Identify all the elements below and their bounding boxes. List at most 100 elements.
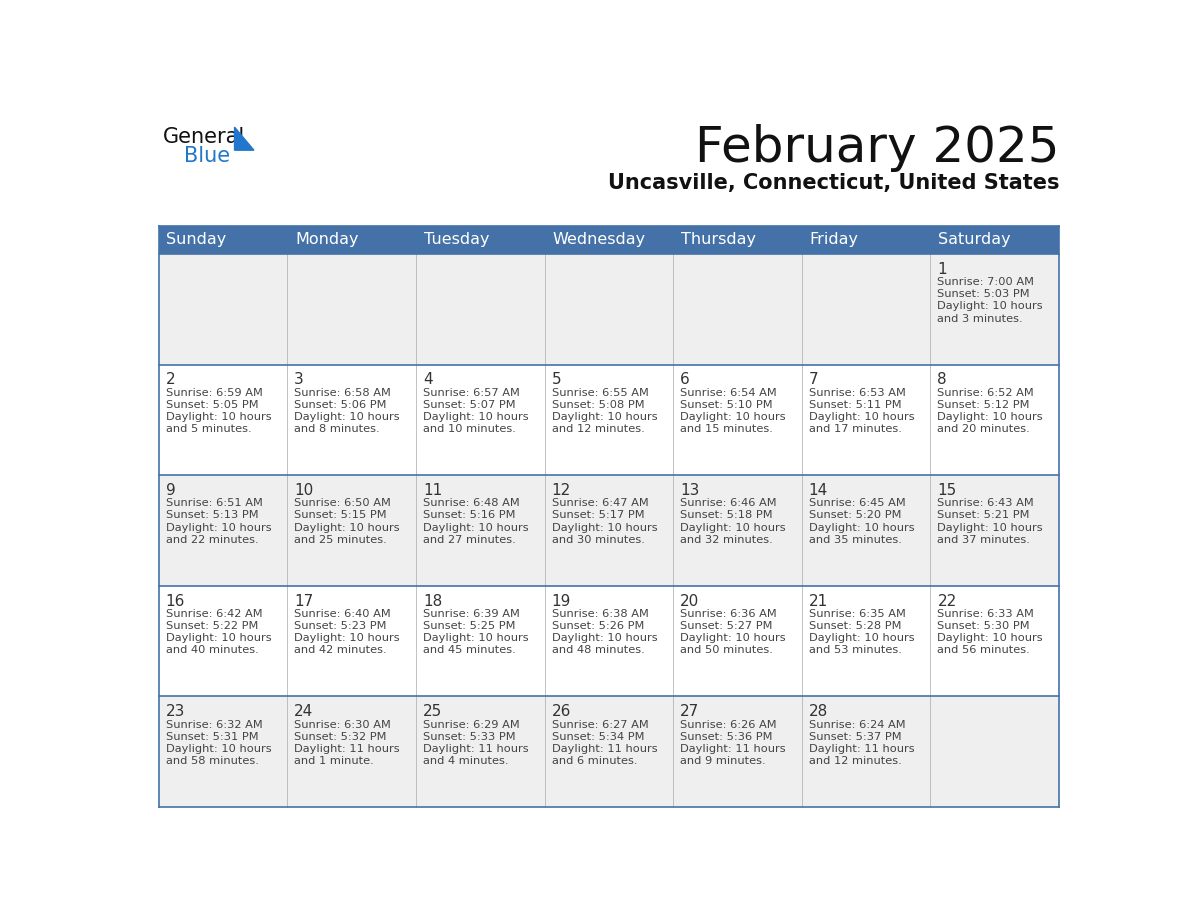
Text: 27: 27 xyxy=(681,704,700,719)
Text: Daylight: 10 hours: Daylight: 10 hours xyxy=(423,633,529,644)
Text: 24: 24 xyxy=(295,704,314,719)
Text: Sunrise: 6:24 AM: Sunrise: 6:24 AM xyxy=(809,720,905,730)
Text: Sunrise: 6:32 AM: Sunrise: 6:32 AM xyxy=(165,720,263,730)
Text: Daylight: 10 hours: Daylight: 10 hours xyxy=(551,633,657,644)
Text: and 12 minutes.: and 12 minutes. xyxy=(809,756,902,766)
Text: Sunset: 5:33 PM: Sunset: 5:33 PM xyxy=(423,732,516,742)
Text: and 4 minutes.: and 4 minutes. xyxy=(423,756,508,766)
Text: Sunset: 5:05 PM: Sunset: 5:05 PM xyxy=(165,400,258,410)
Text: Daylight: 10 hours: Daylight: 10 hours xyxy=(295,412,400,422)
Bar xyxy=(158,586,1060,697)
Text: Sunset: 5:25 PM: Sunset: 5:25 PM xyxy=(423,621,516,631)
Text: Daylight: 10 hours: Daylight: 10 hours xyxy=(937,301,1043,311)
Text: 26: 26 xyxy=(551,704,571,719)
Text: Sunrise: 6:38 AM: Sunrise: 6:38 AM xyxy=(551,609,649,619)
Text: and 48 minutes.: and 48 minutes. xyxy=(551,645,644,655)
Text: 3: 3 xyxy=(295,373,304,387)
Text: Sunday: Sunday xyxy=(166,232,227,248)
Text: Sunset: 5:08 PM: Sunset: 5:08 PM xyxy=(551,400,644,410)
Text: and 27 minutes.: and 27 minutes. xyxy=(423,534,516,544)
Text: and 35 minutes.: and 35 minutes. xyxy=(809,534,902,544)
Text: Sunrise: 6:53 AM: Sunrise: 6:53 AM xyxy=(809,387,905,397)
Text: Sunset: 5:31 PM: Sunset: 5:31 PM xyxy=(165,732,258,742)
Text: 23: 23 xyxy=(165,704,185,719)
Text: and 32 minutes.: and 32 minutes. xyxy=(681,534,773,544)
Text: 15: 15 xyxy=(937,483,956,498)
Text: Sunrise: 6:52 AM: Sunrise: 6:52 AM xyxy=(937,387,1035,397)
Text: 21: 21 xyxy=(809,594,828,609)
Text: 8: 8 xyxy=(937,373,947,387)
Text: Tuesday: Tuesday xyxy=(424,232,489,248)
Text: Sunrise: 6:46 AM: Sunrise: 6:46 AM xyxy=(681,498,777,509)
Text: and 17 minutes.: and 17 minutes. xyxy=(809,424,902,434)
Text: Daylight: 10 hours: Daylight: 10 hours xyxy=(809,522,915,532)
Text: and 22 minutes.: and 22 minutes. xyxy=(165,534,258,544)
Text: and 58 minutes.: and 58 minutes. xyxy=(165,756,259,766)
Text: Daylight: 10 hours: Daylight: 10 hours xyxy=(165,633,271,644)
Text: and 1 minute.: and 1 minute. xyxy=(295,756,374,766)
Text: Saturday: Saturday xyxy=(939,232,1011,248)
Text: Sunset: 5:21 PM: Sunset: 5:21 PM xyxy=(937,510,1030,521)
Text: Daylight: 10 hours: Daylight: 10 hours xyxy=(937,522,1043,532)
Text: and 12 minutes.: and 12 minutes. xyxy=(551,424,644,434)
Text: 13: 13 xyxy=(681,483,700,498)
Text: Sunrise: 6:42 AM: Sunrise: 6:42 AM xyxy=(165,609,263,619)
Text: Sunset: 5:12 PM: Sunset: 5:12 PM xyxy=(937,400,1030,410)
Text: Daylight: 10 hours: Daylight: 10 hours xyxy=(295,522,400,532)
Text: Sunrise: 6:33 AM: Sunrise: 6:33 AM xyxy=(937,609,1035,619)
Text: General: General xyxy=(163,127,245,147)
Text: Sunset: 5:03 PM: Sunset: 5:03 PM xyxy=(937,289,1030,299)
Text: Sunrise: 7:00 AM: Sunrise: 7:00 AM xyxy=(937,277,1035,287)
Text: Sunset: 5:15 PM: Sunset: 5:15 PM xyxy=(295,510,387,521)
Text: Daylight: 10 hours: Daylight: 10 hours xyxy=(165,744,271,754)
Text: Sunset: 5:17 PM: Sunset: 5:17 PM xyxy=(551,510,644,521)
Text: Sunrise: 6:26 AM: Sunrise: 6:26 AM xyxy=(681,720,777,730)
Text: Sunset: 5:13 PM: Sunset: 5:13 PM xyxy=(165,510,258,521)
Text: and 30 minutes.: and 30 minutes. xyxy=(551,534,644,544)
Text: Sunset: 5:23 PM: Sunset: 5:23 PM xyxy=(295,621,387,631)
Text: and 10 minutes.: and 10 minutes. xyxy=(423,424,516,434)
Text: Daylight: 11 hours: Daylight: 11 hours xyxy=(295,744,400,754)
Text: Sunset: 5:10 PM: Sunset: 5:10 PM xyxy=(681,400,772,410)
Text: and 8 minutes.: and 8 minutes. xyxy=(295,424,380,434)
Text: 12: 12 xyxy=(551,483,570,498)
Text: and 53 minutes.: and 53 minutes. xyxy=(809,645,902,655)
Text: and 9 minutes.: and 9 minutes. xyxy=(681,756,766,766)
Text: Daylight: 10 hours: Daylight: 10 hours xyxy=(809,412,915,422)
Text: 5: 5 xyxy=(551,373,561,387)
Text: 17: 17 xyxy=(295,594,314,609)
Text: 28: 28 xyxy=(809,704,828,719)
Text: Daylight: 10 hours: Daylight: 10 hours xyxy=(423,412,529,422)
Text: Sunrise: 6:29 AM: Sunrise: 6:29 AM xyxy=(423,720,519,730)
Text: and 42 minutes.: and 42 minutes. xyxy=(295,645,387,655)
Text: Sunrise: 6:55 AM: Sunrise: 6:55 AM xyxy=(551,387,649,397)
Text: 2: 2 xyxy=(165,373,175,387)
Text: Sunset: 5:32 PM: Sunset: 5:32 PM xyxy=(295,732,387,742)
Text: Daylight: 10 hours: Daylight: 10 hours xyxy=(551,412,657,422)
Text: Daylight: 11 hours: Daylight: 11 hours xyxy=(551,744,657,754)
Text: Sunset: 5:36 PM: Sunset: 5:36 PM xyxy=(681,732,772,742)
Text: Sunset: 5:28 PM: Sunset: 5:28 PM xyxy=(809,621,902,631)
Text: Daylight: 10 hours: Daylight: 10 hours xyxy=(423,522,529,532)
Text: Wednesday: Wednesday xyxy=(552,232,645,248)
Text: Uncasville, Connecticut, United States: Uncasville, Connecticut, United States xyxy=(607,174,1060,194)
Text: 1: 1 xyxy=(937,262,947,277)
Text: Sunrise: 6:59 AM: Sunrise: 6:59 AM xyxy=(165,387,263,397)
Text: Friday: Friday xyxy=(809,232,859,248)
Text: 11: 11 xyxy=(423,483,442,498)
Text: Sunset: 5:37 PM: Sunset: 5:37 PM xyxy=(809,732,902,742)
Text: Sunrise: 6:50 AM: Sunrise: 6:50 AM xyxy=(295,498,391,509)
Text: Sunrise: 6:57 AM: Sunrise: 6:57 AM xyxy=(423,387,519,397)
Text: Daylight: 10 hours: Daylight: 10 hours xyxy=(937,412,1043,422)
Text: 9: 9 xyxy=(165,483,176,498)
Text: 4: 4 xyxy=(423,373,432,387)
Text: Sunrise: 6:40 AM: Sunrise: 6:40 AM xyxy=(295,609,391,619)
Text: Daylight: 11 hours: Daylight: 11 hours xyxy=(681,744,785,754)
Text: Sunrise: 6:36 AM: Sunrise: 6:36 AM xyxy=(681,609,777,619)
Text: and 25 minutes.: and 25 minutes. xyxy=(295,534,387,544)
Text: Daylight: 10 hours: Daylight: 10 hours xyxy=(809,633,915,644)
Text: and 37 minutes.: and 37 minutes. xyxy=(937,534,1030,544)
Text: Daylight: 11 hours: Daylight: 11 hours xyxy=(423,744,529,754)
Text: Daylight: 11 hours: Daylight: 11 hours xyxy=(809,744,915,754)
Text: and 56 minutes.: and 56 minutes. xyxy=(937,645,1030,655)
